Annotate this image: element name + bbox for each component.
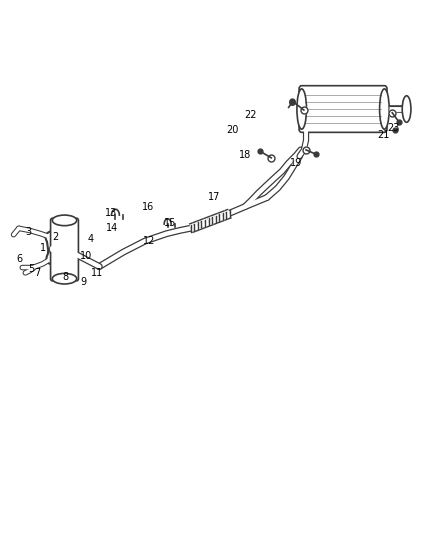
FancyBboxPatch shape bbox=[50, 218, 78, 281]
Text: 20: 20 bbox=[226, 125, 238, 135]
FancyBboxPatch shape bbox=[299, 86, 387, 132]
Ellipse shape bbox=[402, 96, 411, 122]
Text: 1: 1 bbox=[40, 243, 46, 253]
Text: 21: 21 bbox=[377, 130, 390, 140]
Text: 6: 6 bbox=[17, 254, 23, 263]
Ellipse shape bbox=[52, 215, 77, 225]
Text: 9: 9 bbox=[80, 277, 86, 287]
Ellipse shape bbox=[380, 89, 389, 129]
Text: 11: 11 bbox=[91, 268, 103, 278]
Text: 10: 10 bbox=[80, 251, 92, 261]
Ellipse shape bbox=[297, 89, 307, 129]
Text: 7: 7 bbox=[34, 268, 40, 278]
Text: 8: 8 bbox=[63, 272, 69, 282]
Text: 12: 12 bbox=[143, 236, 155, 246]
Text: 5: 5 bbox=[28, 264, 34, 274]
Text: 22: 22 bbox=[244, 110, 257, 120]
Text: 3: 3 bbox=[25, 227, 32, 237]
Text: 14: 14 bbox=[106, 223, 119, 233]
Text: 4: 4 bbox=[88, 234, 94, 244]
Text: 18: 18 bbox=[239, 150, 251, 160]
Text: 16: 16 bbox=[142, 202, 155, 212]
Text: 15: 15 bbox=[164, 218, 177, 228]
Ellipse shape bbox=[52, 273, 77, 284]
Text: 13: 13 bbox=[105, 208, 117, 219]
Text: 17: 17 bbox=[208, 191, 220, 201]
Text: 23: 23 bbox=[387, 123, 399, 133]
Text: 2: 2 bbox=[53, 232, 59, 243]
Text: 19: 19 bbox=[290, 158, 303, 168]
